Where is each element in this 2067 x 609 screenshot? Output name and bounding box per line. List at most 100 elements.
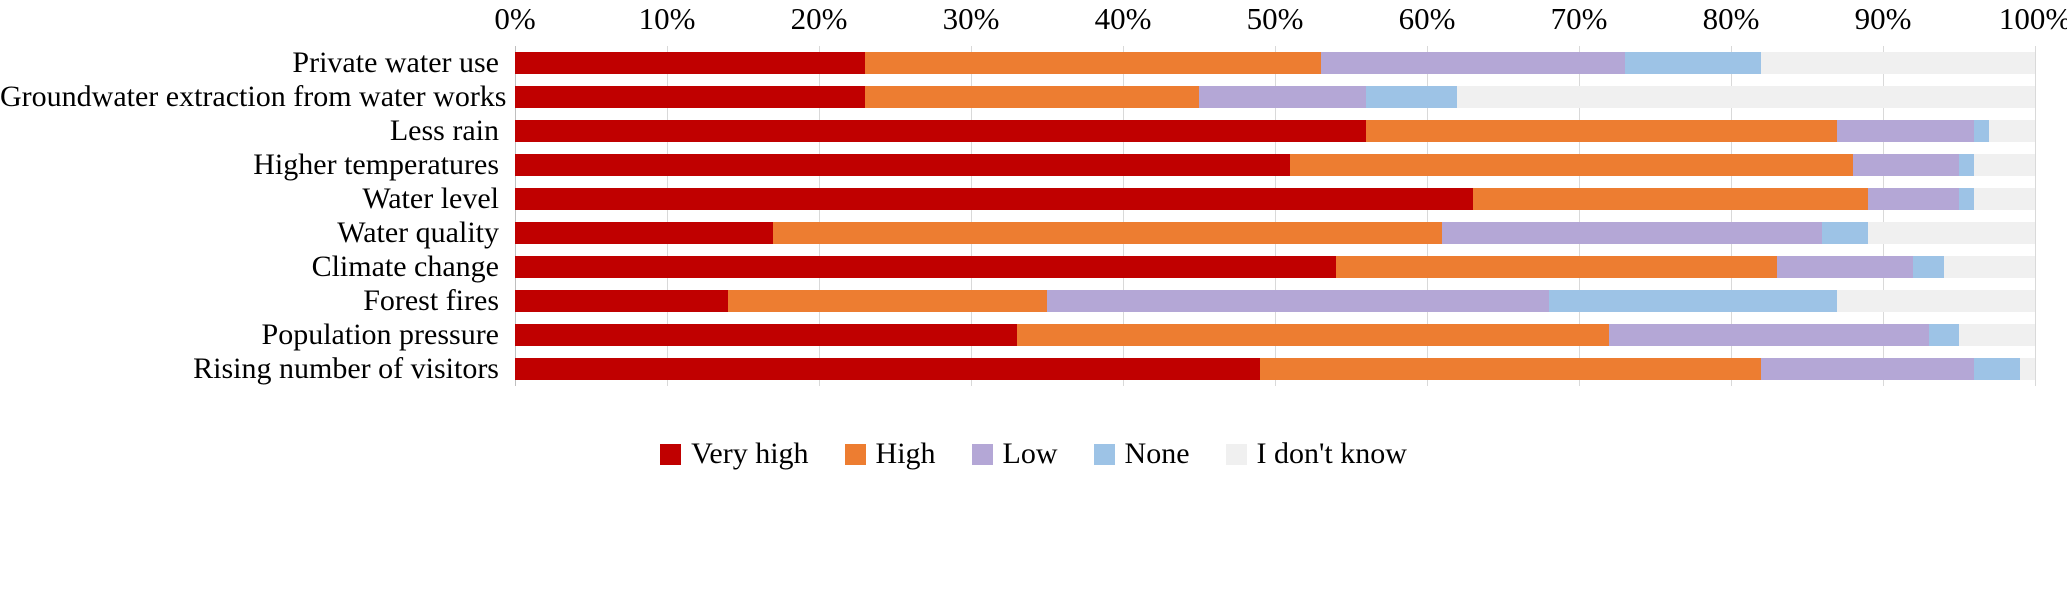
legend-swatch-icon: [844, 443, 866, 465]
bar-segment-none: [1624, 52, 1762, 74]
legend-swatch-icon: [660, 443, 682, 465]
bar-segment-low: [1761, 358, 1975, 380]
gridline: [2035, 46, 2036, 386]
bar-row: [515, 120, 2035, 142]
bar-segment-low: [1198, 86, 1367, 108]
bar-segment-high: [864, 52, 1321, 74]
gridline: [1731, 46, 1732, 386]
x-tick-label: 100%: [1998, 1, 2067, 36]
bar-segment-i-don-t-know: [1837, 290, 2035, 312]
bar-segment-low: [1046, 290, 1549, 312]
bar-segment-high: [1290, 154, 1853, 176]
bar-segment-very-high: [515, 154, 1291, 176]
bar-segment-low: [1609, 324, 1929, 346]
legend-label: I don't know: [1256, 437, 1407, 470]
x-axis: 0% 10% 20% 30% 40% 50% 60% 70% 80% 90% 100%: [494, 1, 2067, 40]
bar-segment-none: [1548, 290, 1838, 312]
bar-segment-none: [1974, 120, 1990, 142]
bar-segment-very-high: [515, 120, 1367, 142]
bar-row: [515, 52, 2035, 74]
x-tick-label: 70%: [1550, 1, 1608, 36]
legend-item: High: [844, 437, 936, 471]
bar-segment-i-don-t-know: [1974, 188, 2035, 210]
gridline: [1123, 46, 1124, 386]
bar-segment-i-don-t-know: [1761, 52, 2035, 74]
bar-segment-i-don-t-know: [1943, 256, 2035, 278]
bar-segment-low: [1776, 256, 1914, 278]
bar-segment-very-high: [515, 290, 728, 312]
bar-row: [515, 154, 2035, 176]
bar-row: [515, 290, 2035, 312]
bar-segment-very-high: [515, 324, 1017, 346]
bar-segment-low: [1852, 154, 1959, 176]
bar-segment-very-high: [515, 188, 1473, 210]
bar-segment-i-don-t-know: [1974, 154, 2035, 176]
bar-segment-very-high: [515, 358, 1260, 380]
category-labels: Private water use Groundwater extraction …: [0, 46, 507, 386]
bar-segment-i-don-t-know: [1989, 120, 2035, 142]
bar-segment-high: [1335, 256, 1777, 278]
bar-segment-none: [1974, 358, 2020, 380]
x-tick-label: 60%: [1398, 1, 1456, 36]
category-label: Forest fires: [363, 284, 499, 317]
bar-segment-i-don-t-know: [1958, 324, 2035, 346]
plot-area: [515, 46, 2036, 386]
gridline: [1883, 46, 1884, 386]
bar-segment-i-don-t-know: [1867, 222, 2035, 244]
category-label: Rising number of visitors: [193, 352, 499, 385]
category-label: Private water use: [292, 46, 499, 79]
y-axis-line: [515, 46, 516, 386]
bar-segment-low: [1837, 120, 1975, 142]
legend-swatch-icon: [1225, 443, 1247, 465]
category-label: Water level: [362, 182, 499, 215]
bar-segment-very-high: [515, 222, 774, 244]
bar-segment-none: [1958, 188, 1975, 210]
x-tick-label: 40%: [1094, 1, 1152, 36]
bar-segment-none: [1822, 222, 1868, 244]
bar-segment-i-don-t-know: [1457, 86, 2035, 108]
legend-item: I don't know: [1225, 437, 1407, 471]
x-tick-label: 0%: [494, 1, 536, 36]
legend-swatch-icon: [1093, 443, 1115, 465]
gridline: [1427, 46, 1428, 386]
bar-row: [515, 188, 2035, 210]
category-label: Population pressure: [261, 318, 499, 351]
x-tick-label: 10%: [638, 1, 696, 36]
x-tick-label: 50%: [1246, 1, 1304, 36]
gridline: [819, 46, 820, 386]
bar-segment-high: [727, 290, 1047, 312]
bar-row: [515, 358, 2035, 380]
x-tick-label: 20%: [790, 1, 848, 36]
bar-segment-low: [1442, 222, 1823, 244]
bar-segment-very-high: [515, 52, 865, 74]
gridline: [1275, 46, 1276, 386]
legend-item: Low: [971, 437, 1058, 471]
x-tick-label: 30%: [942, 1, 1000, 36]
bar-segment-high: [1366, 120, 1838, 142]
bar-segment-high: [864, 86, 1199, 108]
legend-item: None: [1093, 437, 1190, 471]
category-label: Groundwater extraction from water works: [0, 80, 507, 113]
bar-segment-high: [1472, 188, 1868, 210]
legend-item: Very high: [660, 437, 809, 471]
bar-row: [515, 324, 2035, 346]
legend-label: High: [875, 437, 936, 470]
bar-segment-none: [1913, 256, 1944, 278]
bar-segment-i-don-t-know: [2019, 358, 2035, 380]
bar-segment-very-high: [515, 86, 865, 108]
x-tick-label: 90%: [1854, 1, 1912, 36]
bar-segment-low: [1867, 188, 1959, 210]
category-label: Higher temperatures: [253, 148, 499, 181]
legend-label: None: [1124, 437, 1190, 470]
legend: Very high High Low None I don't know: [0, 432, 2067, 476]
legend-label: Very high: [691, 437, 809, 470]
bar-segment-low: [1320, 52, 1625, 74]
bar-row: [515, 86, 2035, 108]
legend-label: Low: [1002, 437, 1058, 470]
bar-rows: [515, 46, 2035, 386]
legend-swatch-icon: [971, 443, 993, 465]
gridline: [667, 46, 668, 386]
bar-row: [515, 222, 2035, 244]
bar-segment-none: [1366, 86, 1458, 108]
